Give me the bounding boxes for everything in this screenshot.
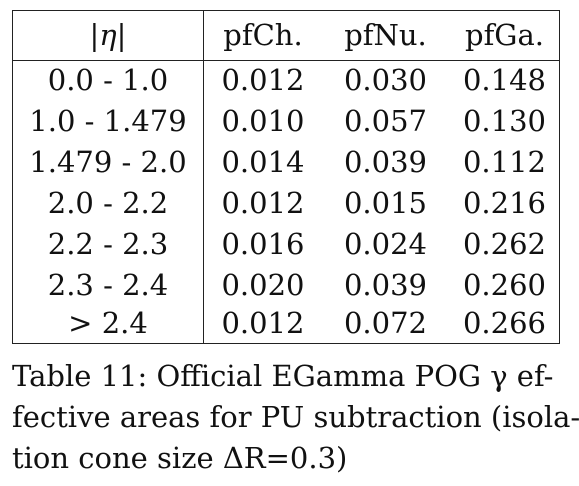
header-eta: |η| (89, 18, 127, 52)
table-cell-pfch: 0.010 (221, 104, 305, 138)
table-cell-pfch: 0.016 (221, 227, 305, 261)
effective-area-table: |η| pfCh. pfNu. pfGa. 0.0 - 1.0 0.012 0.… (12, 10, 560, 344)
caption-line: Table 11: Official EGamma POG γ ef- (12, 359, 554, 393)
table-cell-pfch: 0.014 (221, 145, 305, 179)
table-cell-pfch: 0.012 (221, 306, 305, 340)
table-cell-pfga: 0.216 (462, 186, 547, 220)
table-cell-eta-range: > 2.4 (68, 306, 148, 340)
table-cell-eta-range: 1.0 - 1.479 (29, 104, 187, 138)
header-pfch: pfCh. (223, 18, 303, 52)
table-cell-eta-range: 1.479 - 2.0 (29, 145, 187, 179)
table-cell-pfnu: 0.030 (343, 63, 428, 97)
table-cell-pfnu: 0.015 (343, 186, 428, 220)
table-cell-eta-range: 2.3 - 2.4 (47, 268, 169, 302)
table-cell-pfga: 0.112 (462, 145, 547, 179)
table-cell-pfch: 0.020 (221, 268, 305, 302)
table-cell-eta-range: 2.2 - 2.3 (47, 227, 169, 261)
header-pfnu: pfNu. (344, 18, 427, 52)
table-cell-pfga: 0.266 (462, 306, 547, 340)
table-cell-pfga: 0.262 (462, 227, 547, 261)
table-cell-pfga: 0.148 (462, 63, 547, 97)
table-cell-pfnu: 0.024 (343, 227, 428, 261)
table-cell-pfnu: 0.039 (343, 145, 428, 179)
table-cell-pfnu: 0.057 (343, 104, 428, 138)
header-divider (13, 60, 559, 61)
table-cell-pfnu: 0.072 (343, 306, 428, 340)
table-cell-pfch: 0.012 (221, 186, 305, 220)
table-cell-pfch: 0.012 (221, 63, 305, 97)
table-cell-pfga: 0.260 (462, 268, 547, 302)
table-cell-eta-range: 2.0 - 2.2 (47, 186, 169, 220)
table-cell-pfga: 0.130 (462, 104, 547, 138)
column-divider (203, 11, 204, 343)
table-cell-pfnu: 0.039 (343, 268, 428, 302)
caption-line: tion cone size ΔR=0.3) (12, 441, 348, 475)
caption-line: fective areas for PU subtraction (isola- (12, 400, 579, 434)
table-caption: Table 11: Official EGamma POG γ ef- fect… (12, 356, 579, 479)
table-cell-eta-range: 0.0 - 1.0 (47, 63, 169, 97)
header-pfga: pfGa. (465, 18, 544, 52)
